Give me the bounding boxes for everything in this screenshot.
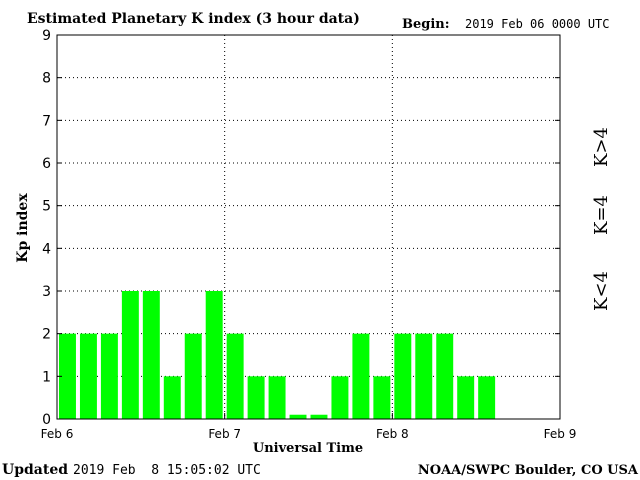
kp-bar xyxy=(163,376,181,419)
begin-date: 2019 Feb 06 0000 UTC xyxy=(465,17,610,31)
kp-bar xyxy=(352,333,370,419)
kp-bar xyxy=(331,376,349,419)
kp-bar xyxy=(59,333,76,419)
kp-bar xyxy=(373,376,391,419)
x-axis-label: Universal Time xyxy=(253,441,363,456)
legend-k-equal-4: K=4 xyxy=(591,195,612,235)
y-tick-label: 0 xyxy=(42,412,51,428)
y-tick-label: 1 xyxy=(42,369,51,385)
kp-bar xyxy=(457,376,475,419)
legend-k-less-4: K<4 xyxy=(591,271,612,311)
x-axis-ticks: Feb 6 Feb 7 Feb 8 Feb 9 xyxy=(41,413,577,441)
begin-label: Begin: xyxy=(402,17,450,32)
kp-bar xyxy=(100,333,118,419)
updated-label: Updated xyxy=(2,462,68,478)
y-tick-label: 5 xyxy=(42,199,51,215)
x-tick-label: Feb 6 xyxy=(41,427,74,441)
y-axis-label: Kp index xyxy=(15,193,31,263)
kp-bar xyxy=(478,376,496,419)
legend-k-greater-4: K>4 xyxy=(591,127,612,167)
grid-lines xyxy=(57,35,560,419)
y-tick-label: 3 xyxy=(42,284,51,300)
kp-bar xyxy=(247,376,265,419)
x-tick-label: Feb 8 xyxy=(376,427,409,441)
kp-bar xyxy=(205,291,223,419)
kp-bar xyxy=(436,333,454,419)
y-tick-label: 4 xyxy=(42,241,51,257)
y-axis-ticks: 0 1 2 3 4 5 6 7 8 9 xyxy=(42,28,560,428)
y-tick-label: 9 xyxy=(42,28,51,44)
kp-bar xyxy=(121,291,139,419)
kp-bar xyxy=(394,333,412,419)
kp-bar xyxy=(415,333,433,419)
kp-bar xyxy=(79,333,97,419)
plot-frame xyxy=(56,34,561,420)
bar-series xyxy=(59,291,496,419)
kp-bar xyxy=(268,376,286,419)
x-tick-label: Feb 9 xyxy=(544,427,577,441)
y-tick-label: 2 xyxy=(42,327,51,343)
kp-bar xyxy=(310,414,328,419)
x-tick-label: Feb 7 xyxy=(208,427,241,441)
kp-bar xyxy=(142,291,160,419)
chart-title: Estimated Planetary K index (3 hour data… xyxy=(27,11,360,27)
y-tick-label: 6 xyxy=(42,156,51,172)
kp-bar xyxy=(289,414,307,419)
y-tick-label: 8 xyxy=(42,71,51,87)
kp-bar xyxy=(184,333,202,419)
updated-timestamp: 2019 Feb 8 15:05:02 UTC xyxy=(73,463,261,478)
y-tick-label: 7 xyxy=(42,113,51,129)
source-credit: NOAA/SWPC Boulder, CO USA xyxy=(418,463,639,478)
kp-bar xyxy=(226,333,244,419)
